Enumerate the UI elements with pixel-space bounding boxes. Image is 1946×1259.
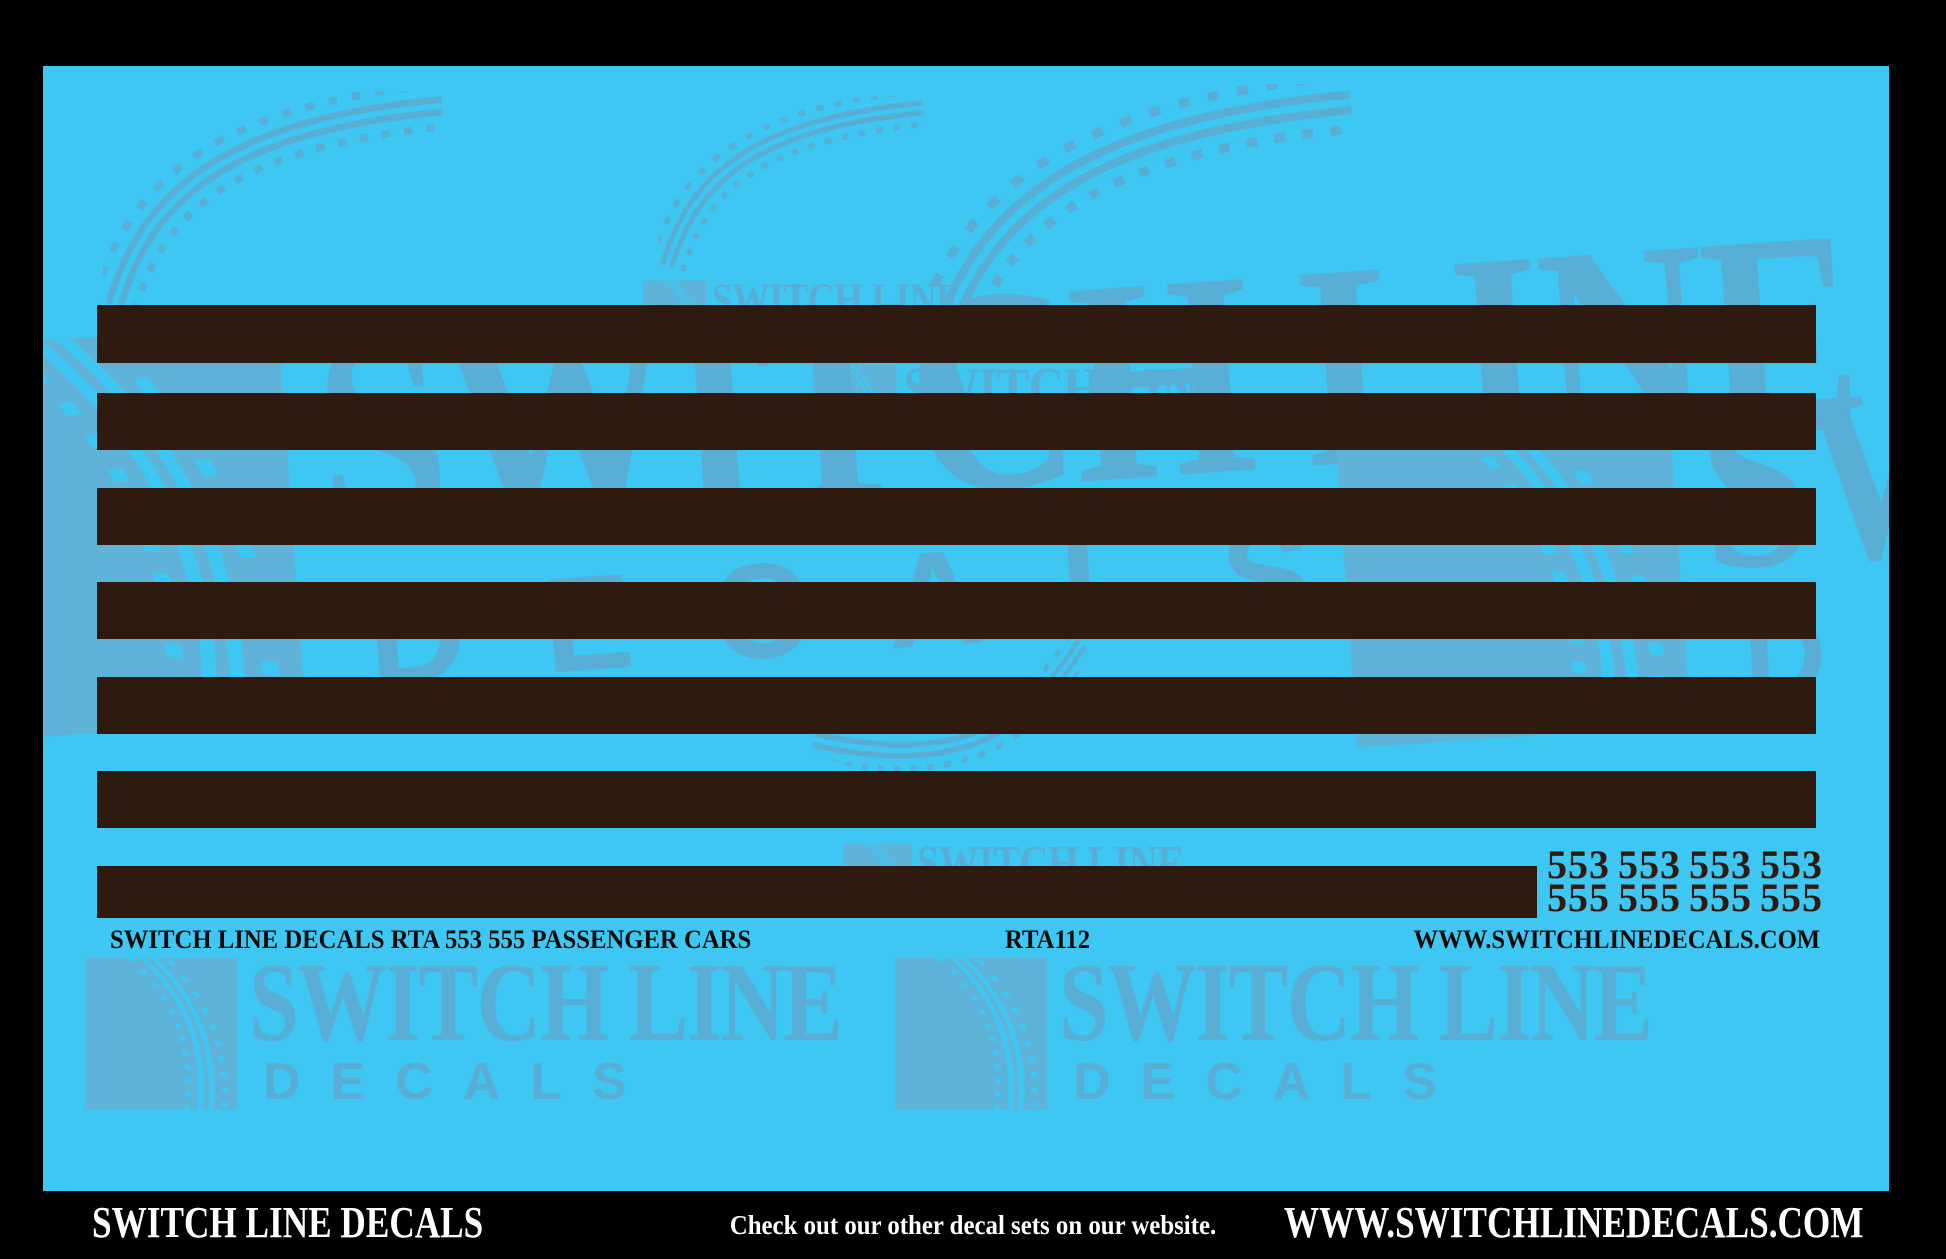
- decal-stripe: [97, 771, 1816, 828]
- brand-watermark: SWITCH LINE DECALS: [895, 947, 1653, 1132]
- car-number-row: 553 553 553 553: [1547, 842, 1823, 887]
- brand-watermark: SWITCH LINE DECALS: [1333, 261, 1889, 796]
- railroad-track-icon: [91, 80, 448, 313]
- brand-watermark: SWITCH LINE DECALS: [85, 947, 843, 1132]
- footer-brand: SWITCH LINE DECALS: [92, 1198, 484, 1247]
- railroad-track-icon: [648, 87, 928, 273]
- footer-website: WWW.SWITCHLINEDECALS.COM: [1284, 1198, 1864, 1247]
- car-number: 555: [1760, 875, 1823, 920]
- decal-stripe: [97, 305, 1816, 363]
- car-number: 553: [1689, 842, 1752, 887]
- car-number: 555: [1547, 875, 1610, 920]
- watermark-brand-line1: SWITCH LINE: [1059, 941, 1653, 1065]
- car-number: 553: [1547, 842, 1610, 887]
- decal-stripe: [97, 582, 1816, 639]
- railroad-track-icon: [1334, 390, 1691, 748]
- car-number: 555: [1618, 875, 1681, 920]
- logo-tile: [1333, 390, 1691, 748]
- decal-stripe: [97, 488, 1816, 545]
- decal-stripe: [97, 393, 1816, 450]
- car-number: 555: [1689, 875, 1752, 920]
- railroad-track-icon: [907, 71, 1358, 361]
- car-number: 553: [1618, 842, 1681, 887]
- railroad-track-icon: [85, 958, 237, 1110]
- decal-stripe: [97, 677, 1816, 734]
- watermark-brand-line1: SWITCH LINE: [249, 941, 843, 1065]
- watermark-brand-line2: DECALS: [1073, 1053, 1467, 1112]
- logo-tile: [895, 958, 1047, 1110]
- railroad-track-icon: [895, 958, 1047, 1110]
- footer-message: Check out our other decal sets on our we…: [729, 1210, 1217, 1240]
- car-numbers: 553 553 553 553 555 555 555 555: [1547, 842, 1823, 920]
- car-number-row: 555 555 555 555: [1547, 875, 1823, 920]
- decal-sheet: SWITCH LINE DECALS SWITCH LINE DECALS: [43, 66, 1889, 1191]
- footer-bar: SWITCH LINE DECALS Check out our other d…: [0, 1191, 1946, 1259]
- logo-tile: [85, 958, 237, 1110]
- product-code: RTA112: [1005, 925, 1091, 954]
- car-number: 553: [1760, 842, 1823, 887]
- decal-stripe: [97, 866, 1537, 918]
- product-title: SWITCH LINE DECALS RTA 553 555 PASSENGER…: [110, 925, 752, 954]
- watermark-brand-line2: DECALS: [263, 1053, 657, 1112]
- sheet-website: WWW.SWITCHLINEDECALS.COM: [1413, 925, 1820, 954]
- railroad-track-icon: [806, 563, 1094, 830]
